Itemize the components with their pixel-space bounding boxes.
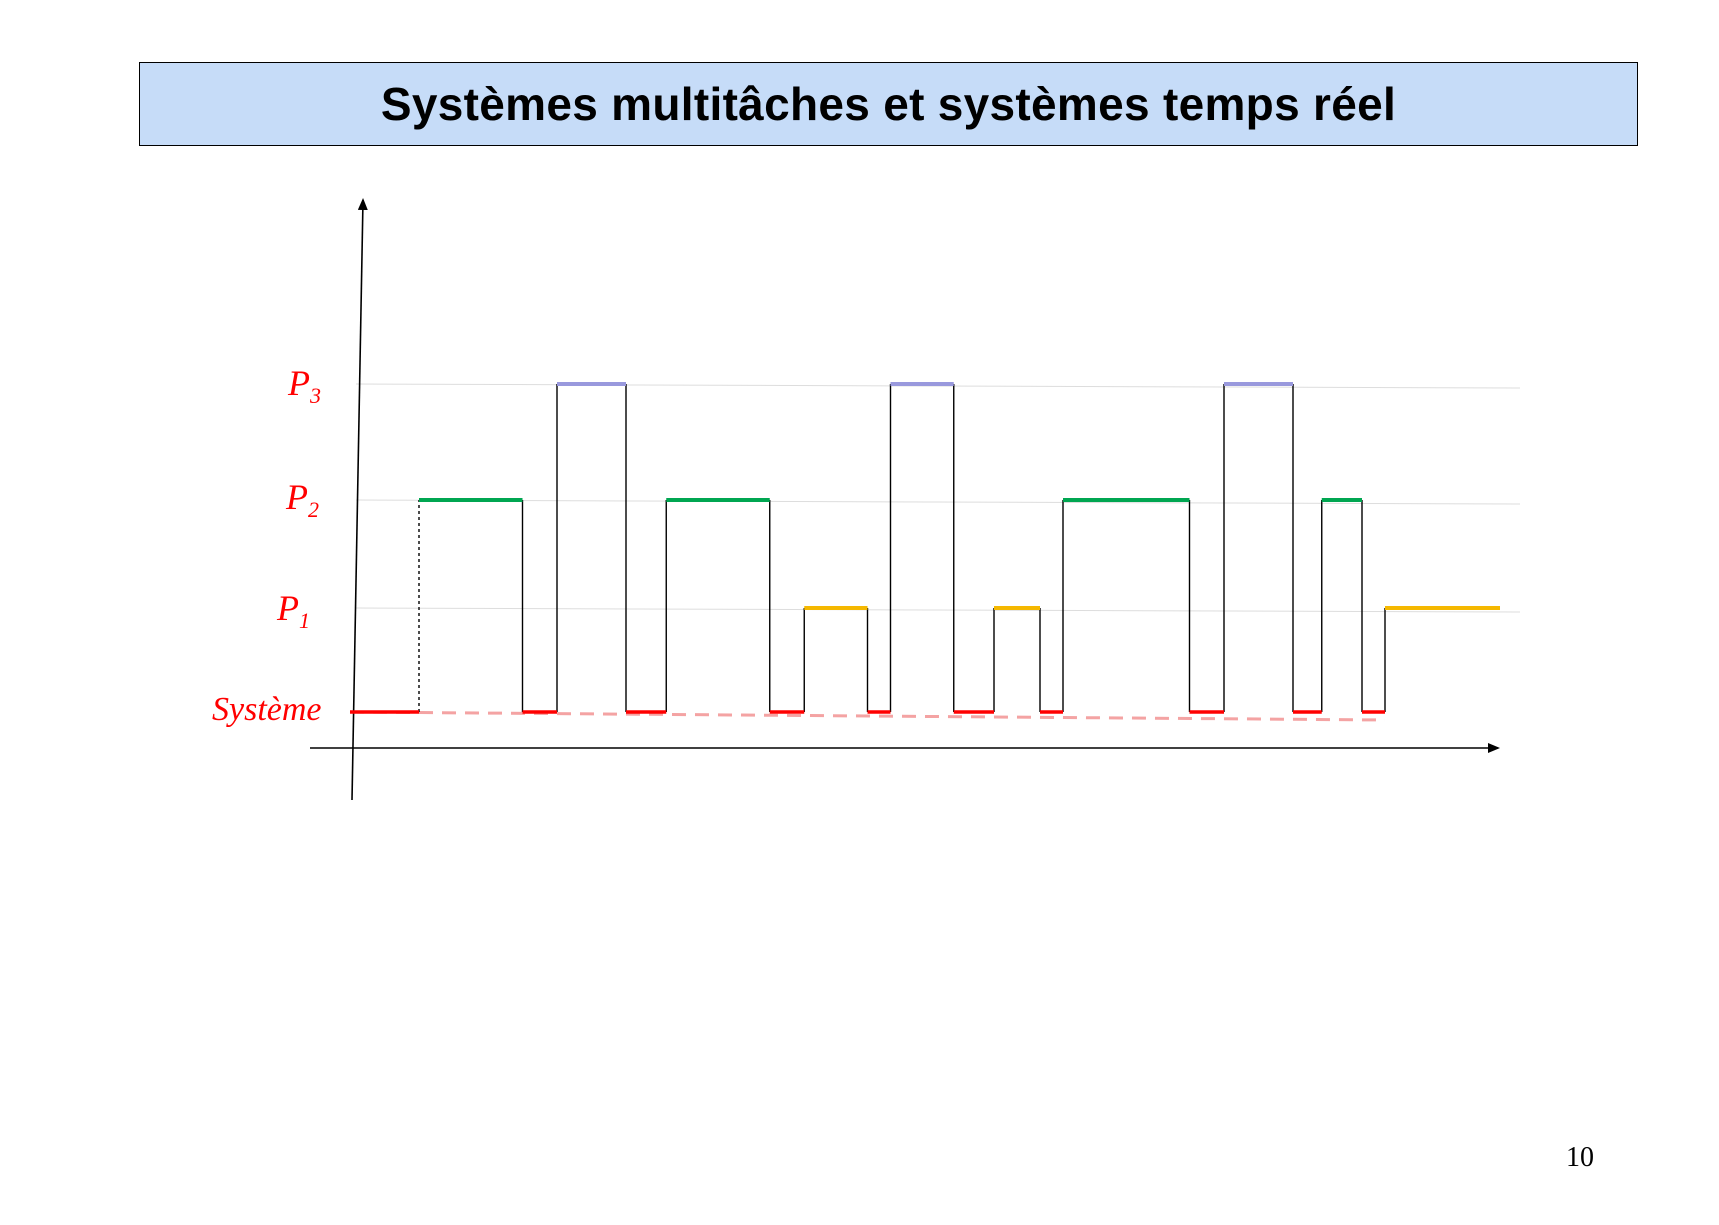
- execution-segments: [350, 382, 1500, 714]
- level-label-p1: P1: [277, 588, 310, 633]
- slide-title-box: Systèmes multitâches et systèmes temps r…: [139, 62, 1638, 146]
- level-label-p2: P2: [286, 477, 319, 522]
- page-number: 10: [1566, 1142, 1594, 1173]
- guide-line-p1: [355, 607, 1521, 613]
- level-label-system: Système: [212, 691, 322, 728]
- guide-line-p2: [355, 499, 1521, 505]
- context-switch-lines: [418, 384, 1386, 712]
- level-label-p3: P3: [288, 363, 321, 408]
- y-axis: [351, 198, 368, 801]
- slide-title: Systèmes multitâches et systèmes temps r…: [380, 78, 1397, 130]
